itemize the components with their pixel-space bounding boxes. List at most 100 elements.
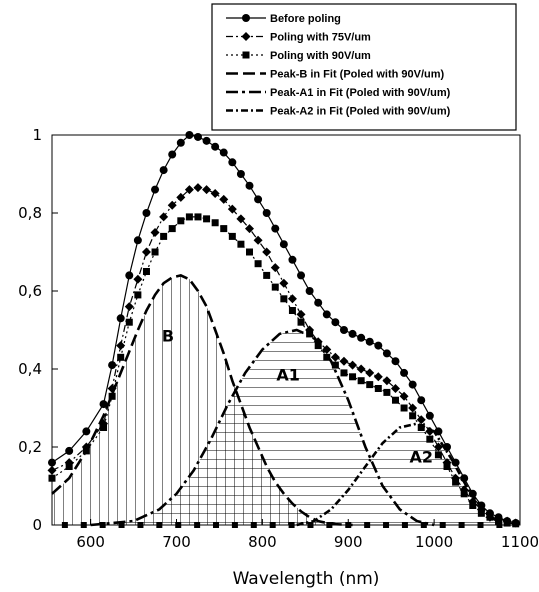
point-marker — [219, 194, 229, 204]
point-marker — [425, 411, 434, 420]
point-marker — [357, 333, 366, 342]
point-marker — [271, 224, 280, 233]
point-marker — [460, 474, 469, 483]
point-marker — [399, 391, 409, 401]
peak-fill-5 — [296, 423, 503, 525]
point-marker — [486, 513, 494, 521]
point-marker — [253, 235, 263, 245]
point-marker — [237, 240, 245, 248]
point-marker — [391, 396, 399, 404]
point-marker — [271, 283, 279, 291]
point-marker — [297, 318, 305, 326]
point-marker — [314, 298, 323, 307]
point-marker — [116, 314, 125, 323]
point-marker — [425, 426, 435, 436]
point-marker — [124, 302, 134, 312]
point-marker — [228, 158, 237, 167]
point-marker — [322, 310, 331, 319]
point-marker — [246, 248, 254, 256]
x-axis-title: Wavelength (nm) — [233, 569, 380, 589]
point-marker — [383, 388, 391, 396]
point-marker — [451, 458, 460, 467]
point-marker — [279, 240, 288, 249]
point-marker — [408, 403, 418, 413]
y-tick-label: 0,8 — [18, 204, 42, 222]
point-marker — [409, 412, 417, 420]
point-marker — [314, 342, 322, 350]
x-tick-label: 1100 — [501, 533, 539, 551]
point-marker — [305, 287, 314, 295]
point-marker — [220, 225, 228, 233]
point-marker — [177, 217, 185, 225]
y-tick-label: 0,2 — [18, 438, 42, 456]
point-marker — [176, 192, 186, 202]
point-marker — [185, 213, 193, 221]
axis-ticks: 600 700 800 900 1000 1100 0 0,2 0,4 0,6 0,8 1 — [18, 126, 539, 551]
point-marker — [400, 404, 408, 412]
point-marker — [349, 373, 357, 381]
peak-fill-3 — [52, 275, 353, 525]
point-marker — [366, 381, 374, 389]
series-line-3 — [51, 274, 353, 527]
point-marker — [280, 295, 288, 303]
point-marker — [296, 309, 306, 319]
point-marker — [168, 150, 177, 159]
legend-label: Poling with 90V/um — [270, 50, 371, 62]
point-marker — [469, 502, 477, 509]
peak-label: A1 — [276, 366, 300, 385]
legend-marker — [242, 51, 250, 59]
legend-label: Before poling — [270, 13, 341, 25]
y-tick-label: 0,6 — [18, 282, 42, 300]
point-marker — [452, 478, 460, 486]
legend-label: Peak-A2 in Fit (Poled with 90V/um) — [270, 106, 451, 118]
y-tick-label: 0,4 — [18, 360, 42, 378]
point-marker — [287, 294, 297, 304]
point-marker — [390, 384, 400, 393]
point-marker — [416, 415, 426, 425]
point-marker — [159, 212, 169, 222]
point-marker — [117, 353, 125, 361]
point-marker — [330, 352, 340, 362]
legend-label: Peak-A1 in Fit (Poled with 90V/um) — [270, 87, 451, 99]
legend-marker — [242, 14, 250, 22]
point-marker — [133, 236, 142, 245]
point-marker — [151, 185, 160, 194]
point-marker — [168, 225, 176, 233]
point-marker — [408, 380, 417, 389]
point-marker — [340, 369, 348, 377]
point-marker — [460, 490, 468, 498]
point-marker — [374, 385, 382, 392]
point-marker — [219, 148, 228, 157]
point-marker — [236, 170, 245, 178]
point-marker — [331, 361, 339, 369]
point-marker — [193, 183, 203, 193]
legend-label: Poling with 75V/um — [270, 32, 371, 44]
point-marker — [65, 463, 73, 470]
point-marker — [176, 138, 185, 147]
point-marker — [323, 353, 331, 361]
point-marker — [150, 228, 160, 237]
point-marker — [382, 349, 391, 358]
legend-box — [211, 3, 517, 131]
point-marker — [99, 400, 108, 409]
legend-label: Peak-B in Fit (Poled with 90V/um) — [270, 69, 445, 81]
peak-label: A2 — [409, 448, 433, 467]
point-marker — [512, 520, 520, 528]
point-marker — [167, 200, 177, 210]
point-marker — [503, 519, 511, 527]
point-marker — [339, 356, 349, 366]
x-tick-label: 1000 — [415, 533, 453, 551]
point-marker — [322, 345, 332, 354]
point-marker — [254, 260, 262, 268]
point-marker — [365, 368, 375, 378]
series-line-1 — [51, 186, 516, 524]
point-marker — [125, 318, 133, 326]
y-tick-label: 1 — [32, 126, 42, 144]
point-marker — [391, 357, 400, 366]
point-marker — [443, 463, 451, 470]
point-marker — [133, 274, 143, 284]
point-marker — [160, 232, 168, 240]
point-marker — [202, 185, 212, 195]
point-marker — [400, 368, 409, 377]
